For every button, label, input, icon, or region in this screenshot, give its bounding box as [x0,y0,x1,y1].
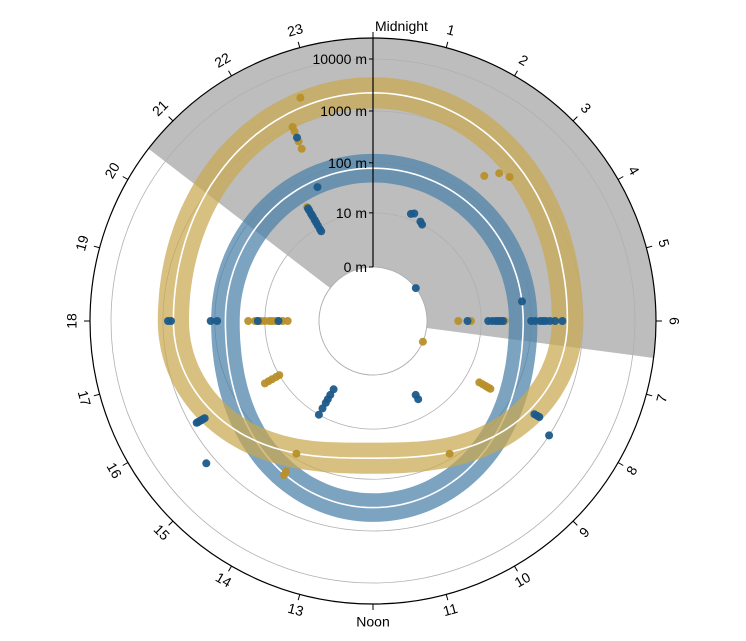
point-1-14 [292,449,301,458]
point-0-54 [304,204,312,213]
hour-tick-17 [93,393,100,397]
hour-label-7: 7 [653,392,671,404]
hour-label-8: 8 [623,463,641,478]
point-1-2 [505,173,514,181]
point-0-42 [213,317,222,325]
hour-label-21: 21 [149,97,171,119]
point-1-7 [418,337,427,346]
hour-tick-2 [514,70,518,77]
point-1-3 [454,317,463,325]
hour-tick-15 [168,520,174,526]
hour-tick-10 [514,565,518,572]
point-1-0 [480,171,489,180]
hour-tick-7 [646,393,653,397]
point-1-38 [288,123,297,131]
hour-tick-14 [228,565,232,572]
hour-label-22: 22 [212,49,234,71]
point-0-1 [410,209,419,218]
band-centerline-1 [172,91,569,459]
hour-label-5: 5 [655,237,673,249]
density-bands-layer [157,77,584,522]
point-1-12 [486,384,495,393]
depth-tick-label-3: 1000 m [320,103,367,119]
hour-tick-3 [572,116,578,122]
hour-label-13: 13 [286,600,305,620]
point-0-45 [164,317,172,325]
hour-tick-19 [93,245,100,249]
hour-label-20: 20 [101,159,123,181]
point-0-19 [551,317,560,325]
hour-label-17: 17 [75,389,95,408]
hour-tick-23 [297,41,301,48]
observation-points-layer [164,93,567,479]
point-0-32 [314,410,323,419]
hour-label-9: 9 [576,524,593,541]
point-0-3 [418,220,427,229]
point-0-39 [202,459,211,468]
point-0-56 [293,133,301,142]
hour-label-23: 23 [285,20,304,40]
point-0-24 [545,431,554,440]
grid-circle-inner [318,266,428,376]
point-1-32 [244,317,253,325]
hour-tick-4 [617,176,624,180]
depth-tick-label-2: 100 m [328,155,367,171]
point-0-40 [274,317,283,325]
hour-label-18: 18 [64,313,80,329]
hour-tick-1 [445,41,449,48]
hour-ring: Midnight 1234567891011Noon131415161718192… [64,18,683,630]
hour-label-19: 19 [72,233,92,252]
band-centerline-0 [224,167,524,509]
point-0-5 [518,297,526,306]
hour-tick-21 [168,116,174,122]
hour-label-2: 2 [516,51,531,69]
hour-label-11: 11 [441,600,459,619]
hour-tick-8 [617,462,624,466]
point-0-41 [253,317,262,325]
depth-tick-label-1: 10 m [336,205,367,221]
hour-label-3: 3 [578,100,595,117]
point-0-23 [535,413,544,421]
hour-tick-22 [228,70,232,77]
hour-tick-20 [122,176,129,180]
point-0-4 [411,284,420,293]
hour-label-1: 1 [445,21,457,39]
point-1-35 [297,144,306,153]
point-0-43 [206,317,215,325]
point-1-13 [445,449,454,458]
hour-tick-11 [445,594,449,601]
depth-axis: 0 m 10 m 100 m 1000 m 10000 m [313,38,374,275]
depth-tick-label-4: 10000 m [313,51,367,67]
hour-label-0: Midnight [375,18,428,34]
point-1-39 [296,93,305,102]
point-0-38 [192,418,201,427]
grid-circle-0 [318,266,428,376]
hour-label-6: 6 [666,317,682,325]
hour-tick-5 [646,245,653,249]
point-0-20 [558,317,567,325]
hour-label-4: 4 [625,163,643,178]
hour-tick-13 [297,594,301,601]
point-0-6 [463,317,472,325]
point-1-21 [260,379,269,388]
point-0-12 [499,317,507,325]
hour-label-12: Noon [356,614,389,630]
point-1-16 [280,471,289,479]
hour-label-10: 10 [512,569,534,591]
depth-tick-label-0: 0 m [344,259,367,275]
hour-tick-9 [572,520,578,526]
point-1-1 [495,169,504,178]
point-0-26 [414,395,423,404]
point-0-55 [313,183,322,192]
hour-label-16: 16 [104,460,126,482]
hour-label-14: 14 [213,569,235,591]
point-0-31 [318,404,327,413]
hour-tick-16 [122,462,129,466]
